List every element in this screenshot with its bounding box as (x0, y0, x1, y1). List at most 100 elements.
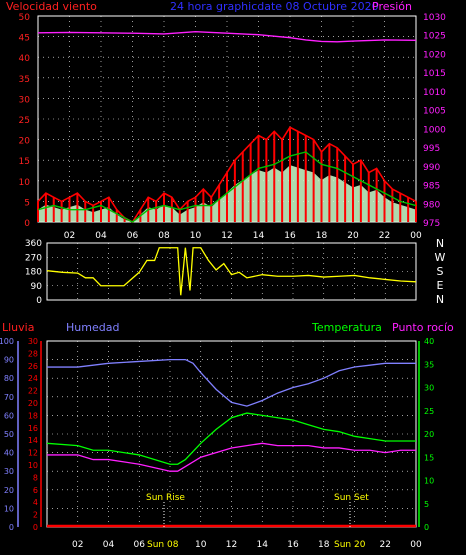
sunrise-label: Sun Rise (146, 493, 185, 503)
pressure-line (37, 31, 417, 43)
pressure-tick-label: 990 (423, 163, 440, 173)
rain-tick-label: 0 (33, 523, 38, 532)
dir-tick-label: 90 (31, 282, 43, 292)
rain-tick-label: 10 (28, 461, 38, 470)
pressure-tick-label: 980 (423, 200, 440, 210)
direction-letter: S (437, 265, 444, 278)
wind-x-tick-label: 08 (158, 231, 170, 241)
rain-tick-label: 26 (28, 362, 38, 371)
humidity-tick-label: 80 (4, 374, 14, 383)
wind-x-tick-label: 04 (95, 231, 107, 241)
direction-letter: N (436, 293, 444, 306)
humidity-tick-label: 10 (4, 504, 14, 513)
dewpoint-label: Punto rocío (392, 321, 454, 334)
hum-x-tick-label: 12 (226, 540, 237, 550)
humidity-tick-label: 30 (4, 467, 14, 476)
hum-x-tick-label: 22 (380, 540, 391, 550)
rain-tick-label: 8 (33, 473, 38, 482)
humidity-line (47, 358, 416, 407)
hum-x-tick-label: 18 (318, 540, 330, 550)
humidity-tick-label: 90 (4, 356, 14, 365)
pressure-label: Presión (372, 0, 412, 13)
humidity-tick-label: 70 (4, 393, 14, 402)
wind-tick-label: 35 (19, 75, 30, 85)
temperature-tick-label: 15 (424, 453, 434, 462)
wind-tick-label: 15 (19, 157, 30, 167)
hum-x-tick-label: 06 (134, 540, 146, 550)
humidity-tick-label: 40 (4, 449, 14, 458)
wind-x-tick-label: 10 (190, 231, 202, 241)
temperature-label: Temperatura (311, 321, 382, 334)
pressure-tick-label: 985 (423, 182, 440, 192)
hum-x-tick-label: 14 (257, 540, 269, 550)
rain-tick-label: 4 (33, 498, 38, 507)
humidity-tick-label: 50 (4, 430, 14, 439)
wind-x-tick-label: 16 (284, 231, 296, 241)
pressure-tick-label: 1005 (423, 107, 446, 117)
direction-letter: N (436, 237, 444, 250)
rain-tick-label: 14 (28, 436, 38, 445)
hum-x-tick-label: 10 (195, 540, 207, 550)
dir-tick-label: 0 (36, 296, 42, 306)
wind-tick-label: 0 (24, 219, 30, 229)
wind-x-tick-label: 00 (410, 231, 422, 241)
rain-tick-label: 30 (28, 337, 38, 346)
direction-letter: E (437, 279, 444, 292)
pressure-tick-label: 1020 (423, 50, 446, 60)
humidity-tick-label: 0 (9, 523, 14, 532)
pressure-tick-label: 975 (423, 219, 440, 229)
wind-x-tick-label: 06 (127, 231, 139, 241)
wind-tick-label: 30 (19, 95, 31, 105)
pressure-tick-label: 995 (423, 144, 440, 154)
wind-x-tick-label: 02 (64, 231, 75, 241)
wind-tick-label: 25 (19, 116, 30, 126)
wind-x-tick-label: 18 (316, 231, 328, 241)
temperature-tick-label: 30 (424, 384, 434, 393)
wind-tick-label: 20 (19, 137, 31, 147)
temperature-tick-label: 40 (424, 337, 434, 346)
humidity-label: Humedad (66, 321, 119, 334)
temperature-line (46, 412, 416, 465)
chart-title: 24 hora graphicdate 08 Octubre 2020 (170, 0, 379, 13)
rain-tick-label: 12 (28, 449, 38, 458)
rain-tick-label: 2 (33, 511, 38, 520)
temperature-tick-label: 5 (424, 500, 429, 509)
wind-x-tick-label: 20 (347, 231, 359, 241)
wind-tick-label: 5 (24, 198, 30, 208)
hum-x-tick-label: 00 (410, 540, 422, 550)
rain-label: Lluvia (2, 321, 34, 334)
humidity-tick-label: 100 (0, 337, 14, 346)
pressure-tick-label: 1025 (423, 32, 446, 42)
humidity-tick-label: 60 (4, 411, 14, 420)
rain-tick-label: 6 (33, 486, 38, 495)
temperature-tick-label: 20 (424, 430, 434, 439)
hum-x-tick-label: 04 (103, 540, 115, 550)
dir-tick-label: 270 (25, 253, 42, 263)
pressure-tick-label: 1015 (423, 69, 446, 79)
temperature-tick-label: 35 (424, 360, 434, 369)
rain-tick-label: 18 (28, 411, 38, 420)
wind-tick-label: 10 (19, 178, 31, 188)
sunset-label: Sun Set (334, 493, 369, 503)
sunset-time: Sun 20 (334, 540, 366, 550)
wind-tick-label: 50 (19, 13, 31, 23)
pressure-tick-label: 1030 (423, 13, 446, 23)
dir-tick-label: 180 (25, 268, 42, 278)
wind-x-tick-label: 22 (379, 231, 390, 241)
temperature-tick-label: 25 (424, 407, 434, 416)
dewpoint-line (47, 442, 416, 472)
rain-tick-label: 24 (28, 374, 38, 383)
rain-tick-label: 28 (28, 349, 38, 358)
rain-tick-label: 22 (28, 387, 38, 396)
sunrise-time: Sun 08 (147, 540, 179, 550)
hum-x-tick-label: 16 (287, 540, 299, 550)
wind-average-line (37, 151, 417, 223)
wind-tick-label: 45 (19, 34, 30, 44)
pressure-tick-label: 1000 (423, 125, 446, 135)
wind-speed-label: Velocidad viento (6, 0, 97, 13)
wind-x-tick-label: 12 (221, 231, 232, 241)
temperature-tick-label: 0 (424, 523, 429, 532)
rain-tick-label: 16 (28, 424, 38, 433)
